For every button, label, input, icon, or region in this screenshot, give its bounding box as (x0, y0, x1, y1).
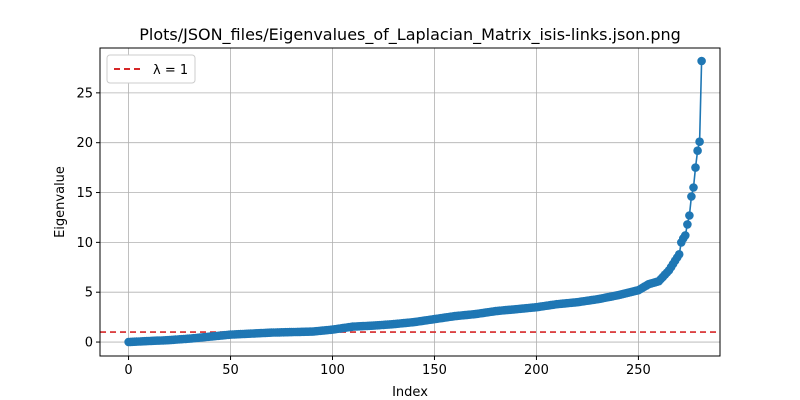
plot-frame (99, 47, 721, 357)
y-tick-label: 5 (85, 286, 93, 301)
legend-label-reference-line: λ = 1 (153, 63, 188, 78)
data-point (689, 183, 698, 192)
data-point (685, 211, 694, 220)
y-tick-label: 0 (85, 336, 93, 351)
x-axis: 0 50 100 150 200 250 (124, 356, 651, 378)
x-tick-label: 200 (524, 363, 549, 378)
x-tick-label: 100 (320, 363, 345, 378)
data-point (687, 192, 696, 201)
data-point (691, 163, 700, 172)
legend-box (106, 54, 196, 84)
grid (100, 48, 720, 356)
data-point (693, 146, 702, 155)
y-tick-label: 10 (76, 236, 93, 251)
x-tick-label: 50 (222, 363, 239, 378)
series-layer (124, 56, 706, 347)
x-tick-label: 150 (422, 363, 447, 378)
legend: λ = 1 (106, 54, 196, 84)
y-tick-label: 25 (76, 86, 93, 101)
y-tick-label: 15 (76, 186, 93, 201)
x-tick-label: 250 (626, 363, 651, 378)
data-point (681, 231, 690, 240)
x-axis-label: Index (392, 385, 428, 400)
data-point (697, 56, 706, 66)
x-tick-label: 0 (124, 363, 132, 378)
data-point (683, 220, 692, 229)
data-point (674, 250, 684, 259)
y-axis-label: Eigenvalue (53, 166, 68, 238)
y-tick-label: 20 (76, 136, 93, 151)
data-point (695, 137, 704, 146)
chart-title: Plots/JSON_files/Eigenvalues_of_Laplacia… (139, 25, 681, 45)
y-axis: 0 5 10 15 20 25 (76, 86, 100, 351)
